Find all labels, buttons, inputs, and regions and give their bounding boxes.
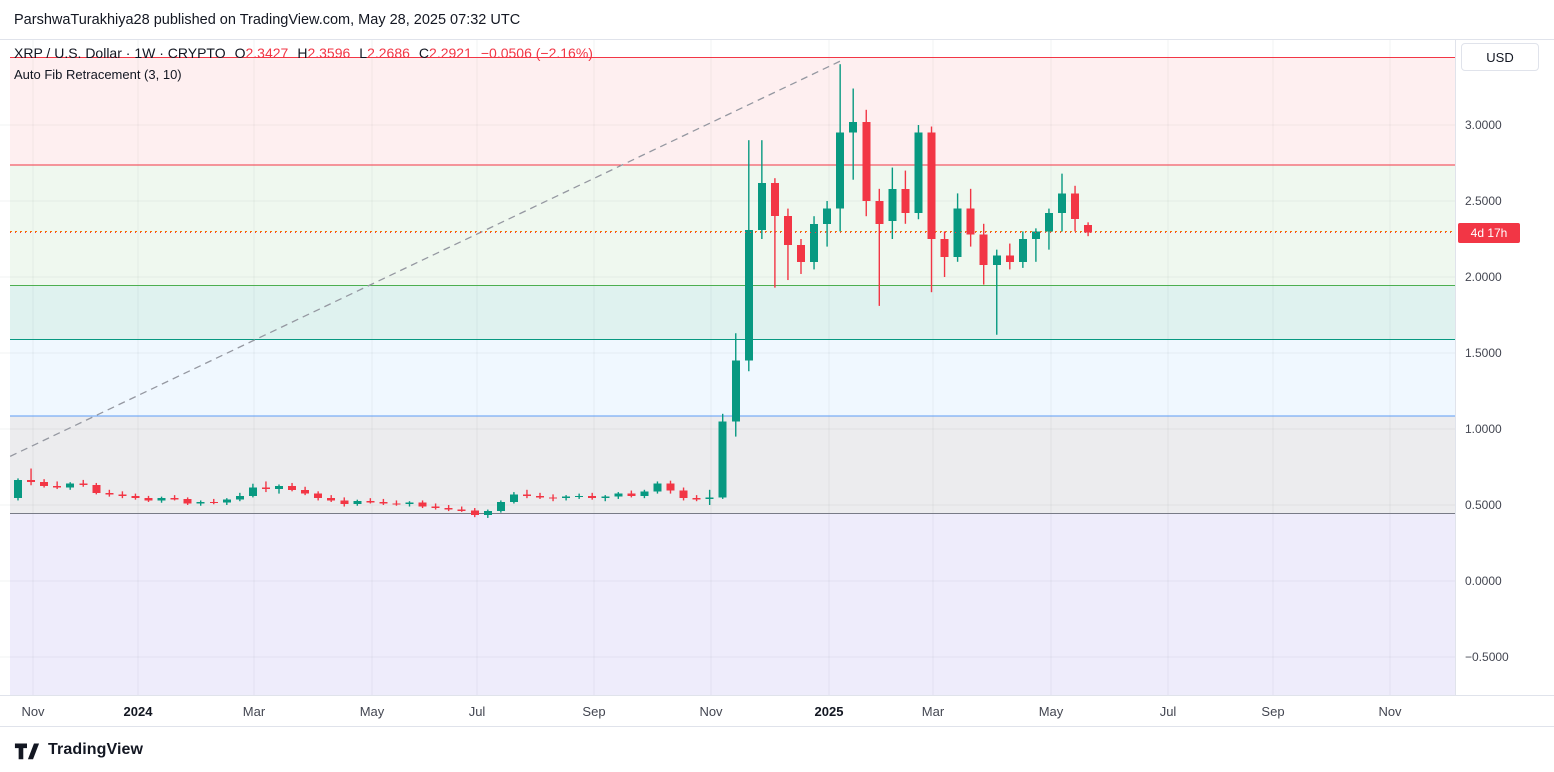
price-tick-label: 2.5000 [1465,194,1502,208]
time-tick-label: Mar [921,704,945,719]
time-tick-label: Jul [1159,704,1177,719]
time-tick-label: Nov [21,704,45,719]
footer: TradingView [0,727,1554,772]
publish-text: ParshwaTurakhiya28 published on TradingV… [14,11,521,28]
time-axis[interactable]: Nov 2024 Mar May Jul Sep Nov 2025 Mar May Jul Sep No… [0,695,1554,727]
price-tick-label: 3.0000 [1465,118,1502,132]
tradingview-link[interactable]: TradingView [14,739,143,761]
currency-toggle-button[interactable]: USD [1461,43,1539,71]
indicator-label[interactable]: Auto Fib Retracement (3, 10) [14,67,182,82]
time-tick-label: May [359,704,385,719]
tradingview-brand-text: TradingView [48,740,144,758]
price-tick-label: 1.0000 [1465,422,1502,436]
time-tick-label: 2025 [814,704,844,719]
price-tick-label: 1.5000 [1465,346,1502,360]
time-tick-label: Nov [699,704,723,719]
price-tick-label: 0.5000 [1465,498,1502,512]
time-tick-label: Sep [1261,704,1285,719]
price-tick-label: 0.0000 [1465,574,1502,588]
price-tick-label: 2.0000 [1465,270,1502,284]
time-tick-label: Sep [582,704,606,719]
chart-pane[interactable]: XRP / U.S. Dollar · 1W · CRYPTO O 2.3427 … [0,40,1455,695]
time-tick-label: May [1038,704,1064,719]
tradingview-logo-icon [14,743,40,759]
publish-bar: ParshwaTurakhiya28 published on TradingV… [0,0,1554,40]
time-tick-label: Mar [242,704,266,719]
time-tick-label: 2024 [123,704,153,719]
chart-canvas[interactable] [0,40,1455,695]
price-axis[interactable]: USD 3.0000 2.5000 2.0000 1.5000 1.0000 0.5000… [1455,40,1554,695]
time-tick-label: Nov [1378,704,1402,719]
price-tick-label: −0.5000 [1465,650,1509,664]
time-tick-label: Jul [468,704,486,719]
countdown-badge: 4d 17h [1458,222,1520,243]
